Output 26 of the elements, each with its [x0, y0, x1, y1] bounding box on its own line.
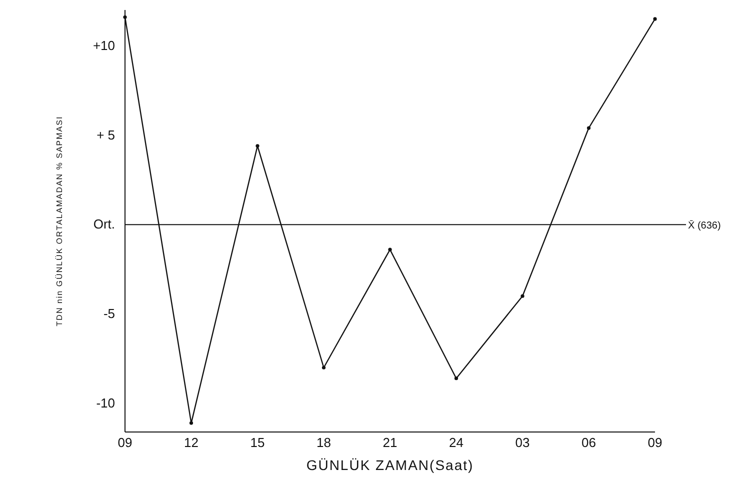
x-tick-label: 21	[382, 435, 398, 450]
x-tick-label: 24	[449, 435, 464, 450]
x-tick-label: 06	[582, 435, 596, 450]
point	[454, 376, 458, 380]
x-tick-label: 18	[316, 435, 331, 450]
x-tick-label: 09	[648, 435, 662, 450]
point	[520, 294, 524, 298]
x-tick-label: 09	[118, 435, 132, 450]
point	[653, 17, 657, 21]
point	[123, 15, 127, 19]
y-tick-label: + 5	[96, 127, 115, 142]
x-tick-label: 15	[250, 435, 265, 450]
x-axis-title: GÜNLÜK ZAMAN(Saat)	[306, 457, 474, 473]
y-tick-label: -10	[96, 396, 115, 411]
y-tick-label: -5	[103, 306, 115, 322]
point	[322, 366, 326, 370]
y-tick-label: Ort.	[93, 216, 115, 232]
x-tick-label: 12	[184, 435, 198, 450]
point	[388, 248, 392, 252]
ref-line-label: X̄ (636)	[688, 220, 721, 232]
point	[586, 126, 591, 130]
point	[189, 421, 194, 425]
y-axis-title: TDN nin GÜNLÜK ORTALAMADAN % SAPMASI	[55, 116, 64, 326]
x-tick-label: 03	[515, 435, 530, 450]
y-tick-label: +10	[92, 38, 115, 53]
point	[256, 144, 260, 148]
